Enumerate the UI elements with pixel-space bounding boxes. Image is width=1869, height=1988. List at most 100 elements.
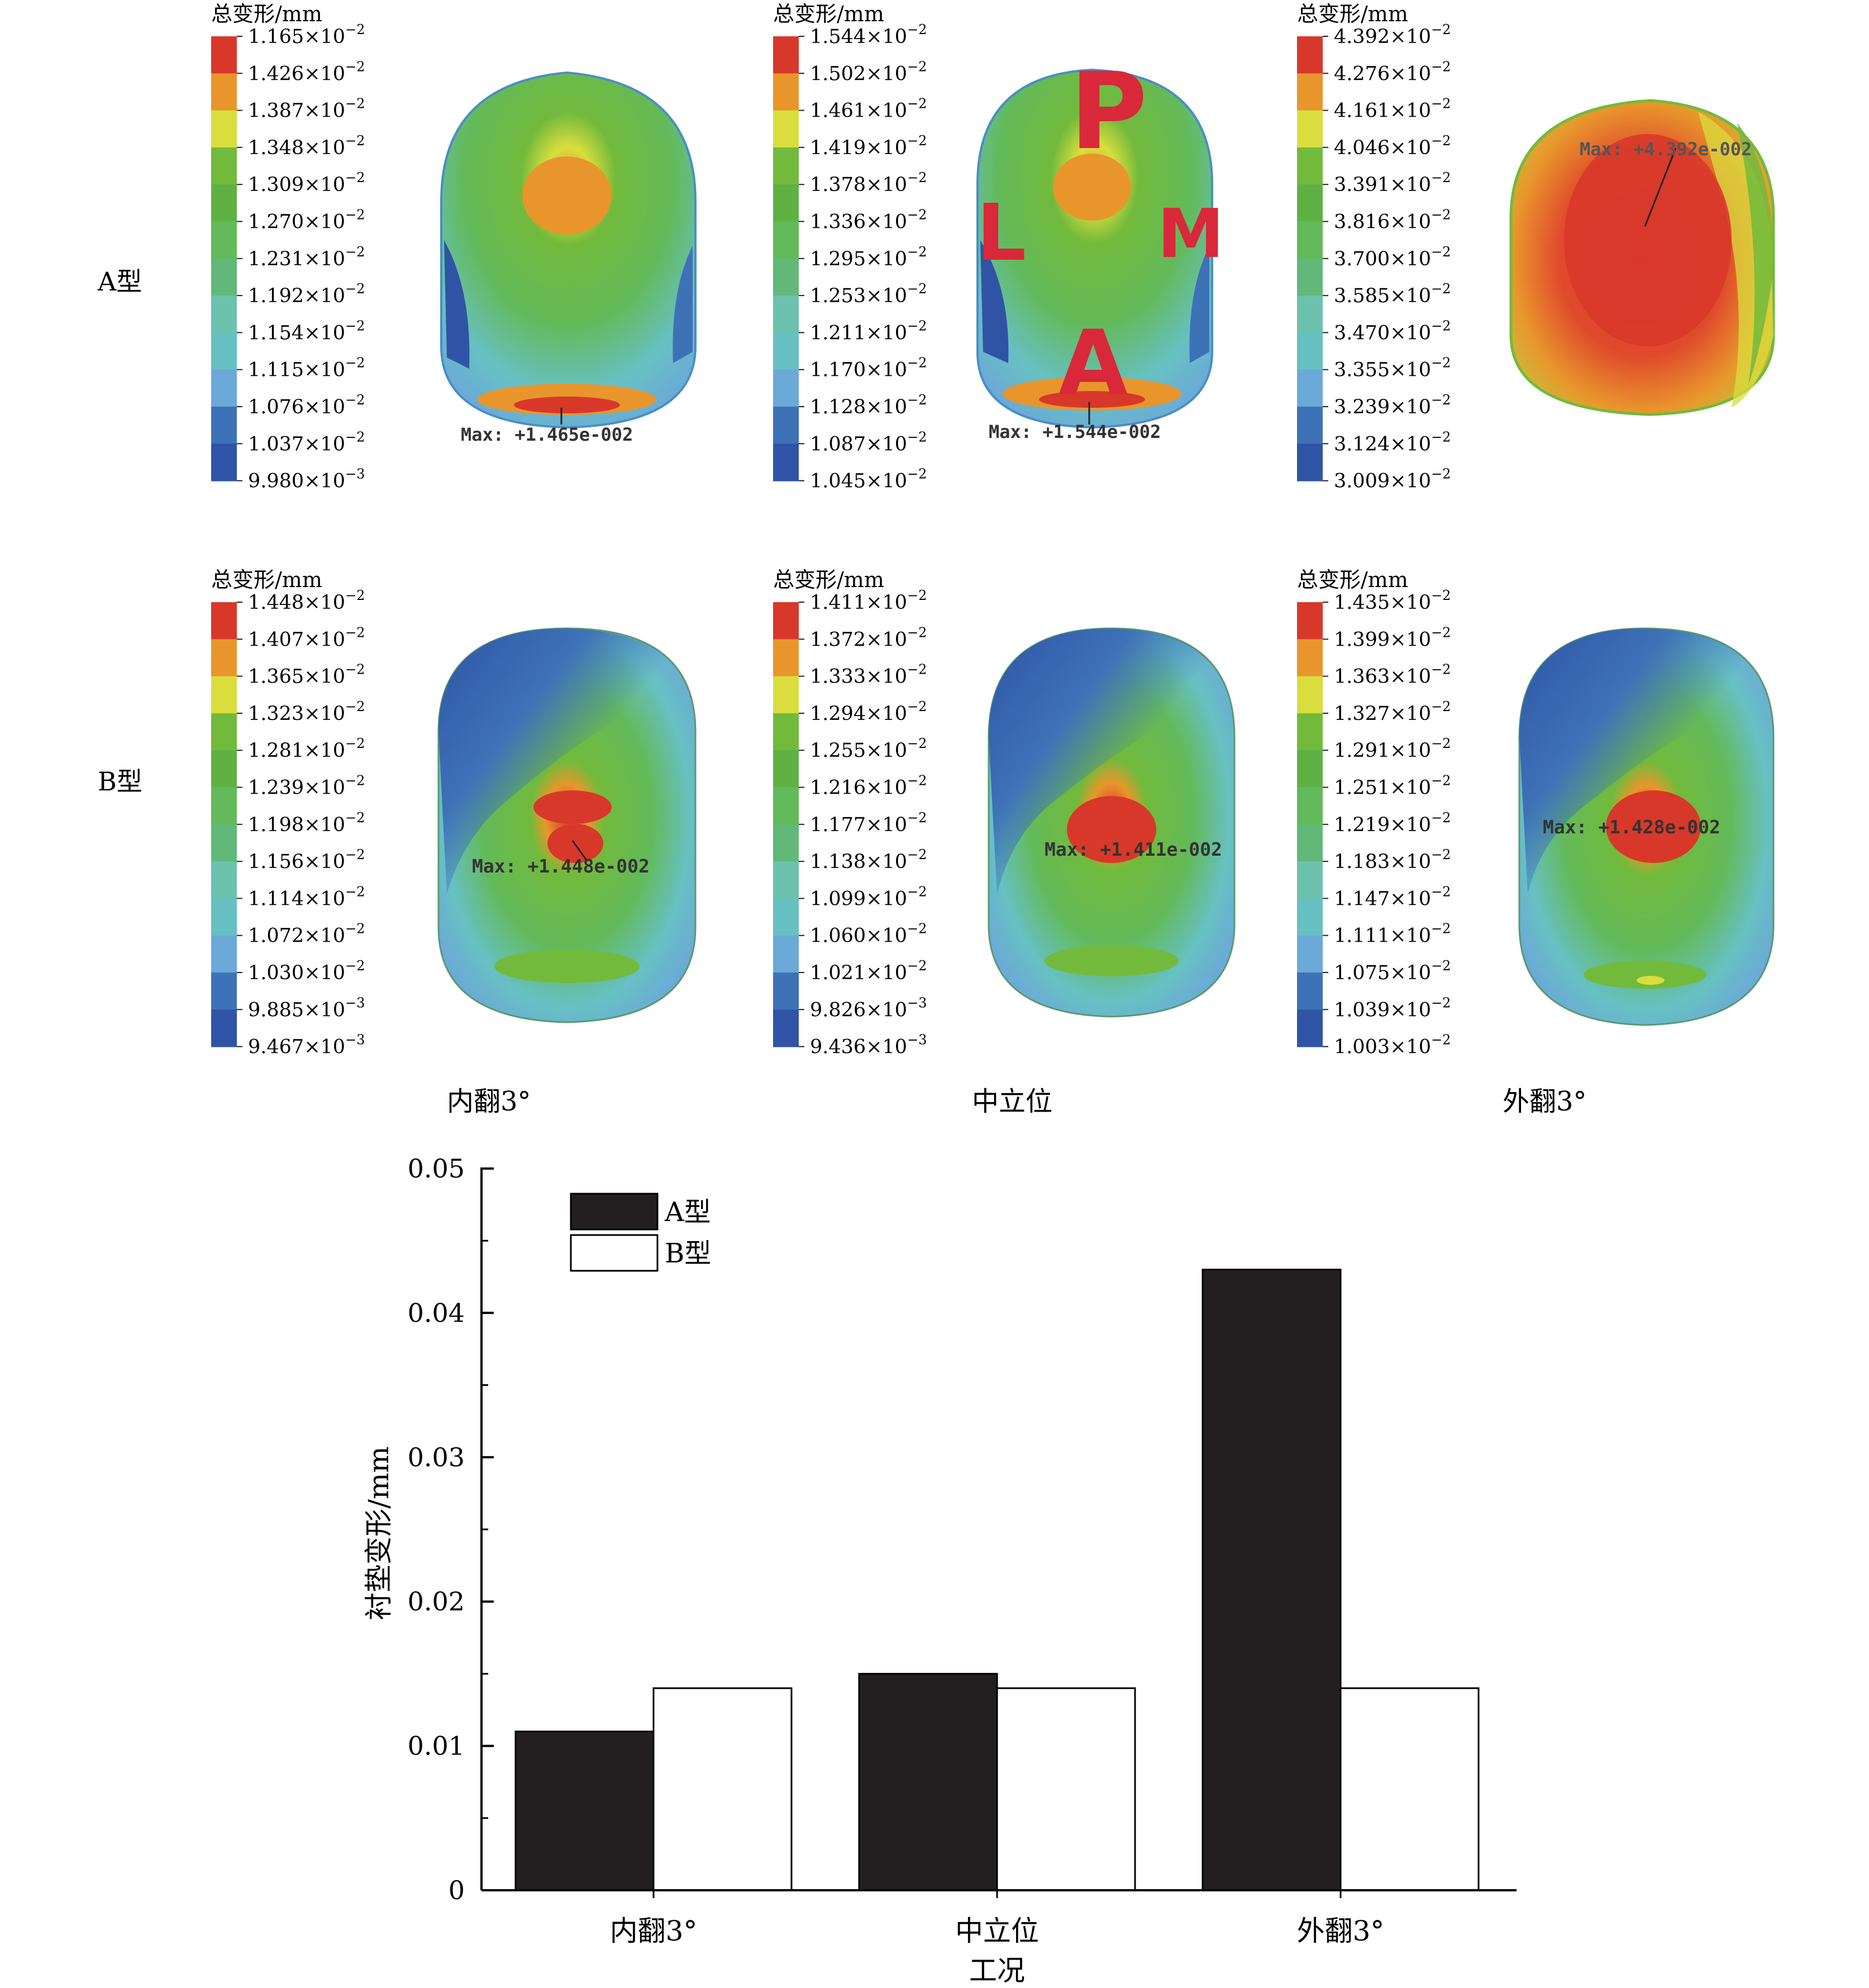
legend-tick-label: 1.087×10−2 [810, 429, 927, 455]
legend-tick-label: 3.009×10−2 [1334, 466, 1451, 493]
legend-color-band [1297, 935, 1323, 973]
legend-color-band [211, 407, 237, 445]
legend-tick-label: 1.147×10−2 [1334, 884, 1451, 910]
y-tick-label: 0 [449, 1875, 465, 1905]
legend-color-band [211, 73, 237, 111]
y-tick-label: 0.05 [408, 1153, 465, 1184]
legend-tick-label: 1.183×10−2 [1334, 847, 1451, 873]
legend-unit-title: 总变形/mm [211, 2, 322, 26]
orientation-letter-a: A [1059, 311, 1128, 415]
bar-b-2 [996, 1687, 1136, 1891]
legend-tick-label: 1.037×10−2 [248, 429, 365, 455]
legend-tick-label: 1.309×10−2 [248, 170, 365, 196]
legend-color-band [773, 787, 799, 825]
legend-color-band [211, 824, 237, 862]
legend-color-band [1297, 444, 1323, 481]
legend-color-band [773, 332, 799, 370]
legend-tick-label: 1.365×10−2 [248, 662, 365, 688]
legend-tick-label: 9.436×10−3 [810, 1032, 927, 1059]
legend-color-band [1297, 369, 1323, 407]
legend-tick-label: 1.099×10−2 [810, 884, 927, 910]
x-axis-label: 工况 [969, 1954, 1025, 1987]
legend-tick-label: 4.046×10−2 [1334, 133, 1451, 159]
legend-tick-label: 1.231×10−2 [248, 244, 365, 270]
legend-color-band [211, 898, 237, 936]
row-label-b: B型 [98, 766, 142, 797]
legend-color-band [211, 713, 237, 751]
legend-color-band [773, 258, 799, 297]
max-label-b-varus: Max: +1.448e-002 [472, 855, 650, 877]
legend-color-band [773, 407, 799, 445]
legend-color-band [773, 73, 799, 111]
legend-tick-label: 9.885×10−3 [248, 995, 365, 1021]
legend-tick-label: 3.124×10−2 [1334, 429, 1451, 455]
x-tick-label: 中立位 [955, 1915, 1039, 1947]
bar-a-2 [858, 1672, 998, 1891]
legend-color-band [773, 972, 799, 1010]
legend-tick-label: 3.585×10−2 [1334, 281, 1451, 307]
legend-tick-label: 1.165×10−2 [248, 22, 365, 48]
legend-tick-label: 1.544×10−2 [810, 22, 927, 48]
legend-tick-label: 1.072×10−2 [248, 921, 365, 947]
legend-tick-label: 3.700×10−2 [1334, 244, 1451, 270]
legend-unit-title: 总变形/mm [1297, 2, 1408, 26]
legend-tick-label: 1.076×10−2 [248, 392, 365, 418]
legend-tick-label: 9.980×10−3 [248, 466, 365, 493]
x-tick-label: 内翻3° [610, 1915, 698, 1947]
legend-tick-label: 1.372×10−2 [810, 624, 927, 651]
legend-label-a: A型 [664, 1196, 711, 1228]
legend-tick-label: 1.378×10−2 [810, 170, 927, 196]
legend-tick-label: 1.045×10−2 [810, 466, 927, 493]
legend-tick-label: 1.154×10−2 [248, 318, 365, 344]
y-axis-ticks: 0 0.01 0.02 0.03 0.04 0.05 [408, 1153, 494, 1905]
legend-color-band [1297, 73, 1323, 111]
legend-tick-label: 1.177×10−2 [810, 810, 927, 836]
bar-chart: 00.010.020.030.040.05 内翻3° 中立位 外翻3° A型 B型 … [363, 1153, 1517, 1987]
bar-b-1 [652, 1687, 793, 1891]
legend-color-band [773, 676, 799, 714]
contour-model-a-varus [440, 71, 697, 429]
legend-tick-label: 1.407×10−2 [248, 624, 365, 651]
contour-model-a-valgus [1509, 99, 1775, 416]
color-legends: 总变形/mm1.165×10−21.426×10−21.387×10−21.34… [211, 2, 1451, 1059]
legend-tick-label: 9.467×10−3 [248, 1032, 365, 1059]
legend-tick-label: 1.114×10−2 [248, 884, 365, 910]
legend-color-band [773, 221, 799, 259]
legend-color-band [773, 602, 799, 640]
legend-tick-label: 1.348×10−2 [248, 133, 365, 159]
column-label-valgus: 外翻3° [1503, 1086, 1587, 1117]
legend-color-band [1297, 602, 1323, 640]
legend-color-band [773, 147, 799, 185]
legend-tick-label: 1.327×10−2 [1334, 699, 1451, 725]
legend-tick-label: 1.075×10−2 [1334, 958, 1451, 984]
legend-tick-label: 9.826×10−3 [810, 995, 927, 1021]
legend-color-band [773, 639, 799, 677]
legend-color-band [211, 258, 237, 297]
legend-tick-label: 1.399×10−2 [1334, 624, 1451, 651]
legend-tick-label: 1.461×10−2 [810, 96, 927, 122]
legend-tick-label: 1.192×10−2 [248, 281, 365, 307]
y-tick-label: 0.02 [408, 1586, 465, 1617]
legend-color-band [1297, 110, 1323, 148]
max-label-b-neutral: Max: +1.411e-002 [1045, 838, 1222, 860]
legend-color-band [1297, 332, 1323, 370]
legend-color-band [211, 676, 237, 714]
contour-model-a-neutral [976, 68, 1213, 429]
max-label-b-valgus: Max: +1.428e-002 [1543, 816, 1720, 838]
legend-color-band [773, 444, 799, 481]
legend-color-band [211, 332, 237, 370]
legend-color-band [1297, 639, 1323, 677]
legend-color-band [773, 1009, 799, 1047]
legend-unit-title: 总变形/mm [773, 568, 884, 592]
legend-color-band [1297, 750, 1323, 788]
legend-color-band [773, 861, 799, 899]
bar-b-3 [1339, 1687, 1480, 1891]
y-tick-label: 0.04 [408, 1298, 465, 1328]
legend-tick-label: 1.270×10−2 [248, 207, 365, 233]
legend-tick-label: 1.363×10−2 [1334, 662, 1451, 688]
legend-color-band [211, 1009, 237, 1047]
legend-unit-title: 总变形/mm [773, 2, 884, 26]
legend-tick-label: 1.128×10−2 [810, 392, 927, 418]
legend-color-band [1297, 184, 1323, 222]
y-axis-label: 衬垫变形/mm [363, 1446, 395, 1620]
